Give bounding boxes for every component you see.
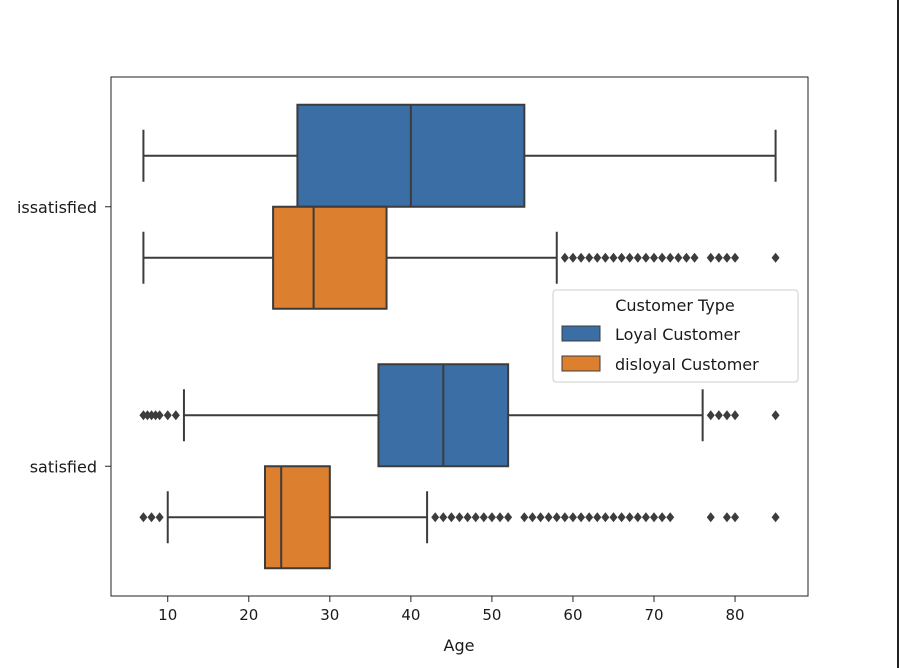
outlier-point (771, 512, 780, 523)
box-disloyal-customer-satisfied (139, 465, 780, 570)
outlier-point (151, 410, 160, 421)
iqr-box (272, 205, 388, 310)
outlier-point (439, 512, 448, 523)
x-tick-label: 10 (158, 606, 177, 624)
x-tick-label: 20 (239, 606, 258, 624)
legend-entry-disloyal: disloyal Customer (615, 355, 759, 374)
outlier-point (447, 512, 456, 523)
outlier-point (666, 512, 675, 523)
outlier-point (650, 512, 659, 523)
x-tick-label: 60 (563, 606, 582, 624)
outlier-point (682, 252, 691, 263)
outlier-point (633, 512, 642, 523)
outlier-point (714, 252, 723, 263)
outlier-point (771, 252, 780, 263)
outlier-point (139, 410, 148, 421)
outlier-point (147, 512, 156, 523)
outlier-point (455, 512, 464, 523)
legend-frame (552, 289, 799, 383)
outlier-point (722, 512, 731, 523)
y-tick-label: satisfied (30, 457, 97, 476)
x-tick-label: 70 (644, 606, 663, 624)
outlier-point (544, 512, 553, 523)
x-axis: 10 20 30 40 50 60 70 80 (158, 596, 745, 624)
outlier-point (658, 252, 667, 263)
box-disloyal-customer-dissatisfied (142, 205, 780, 310)
outlier-point (504, 512, 513, 523)
outlier-point (568, 252, 577, 263)
outlier-point (568, 512, 577, 523)
outlier-point (641, 252, 650, 263)
outlier-point (674, 252, 683, 263)
outlier-point (585, 512, 594, 523)
outlier-point (690, 252, 699, 263)
outlier-point (471, 512, 480, 523)
outlier-point (593, 512, 602, 523)
outlier-point (617, 512, 626, 523)
outlier-point (641, 512, 650, 523)
outlier-point (593, 252, 602, 263)
outlier-point (625, 512, 634, 523)
outlier-point (536, 512, 545, 523)
box-loyal-customer-dissatisfied (142, 103, 777, 208)
outlier-point (601, 252, 610, 263)
outlier-point (155, 410, 164, 421)
outlier-point (601, 512, 610, 523)
legend: Customer Type Loyal Customer disloyal Cu… (552, 289, 799, 383)
outlier-point (552, 512, 561, 523)
outlier-point (463, 512, 472, 523)
outlier-point (528, 512, 537, 523)
outlier-point (658, 512, 667, 523)
outlier-point (617, 252, 626, 263)
legend-entry-loyal: Loyal Customer (615, 325, 740, 344)
outlier-point (714, 410, 723, 421)
window-edge-divider (897, 0, 899, 668)
outlier-point (771, 410, 780, 421)
legend-swatch-disloyal (561, 355, 601, 372)
outlier-point (706, 512, 715, 523)
outlier-point (633, 252, 642, 263)
outlier-point (139, 512, 148, 523)
outlier-point (731, 410, 740, 421)
outlier-point (520, 512, 529, 523)
box-loyal-customer-satisfied (139, 363, 780, 468)
outlier-point (609, 512, 618, 523)
x-tick-label: 80 (726, 606, 745, 624)
outlier-point (585, 252, 594, 263)
x-tick-label: 40 (401, 606, 420, 624)
outlier-point (163, 410, 172, 421)
outlier-point (706, 410, 715, 421)
outlier-point (706, 252, 715, 263)
legend-swatch-loyal (561, 325, 601, 342)
outlier-point (577, 512, 586, 523)
outlier-point (487, 512, 496, 523)
outlier-point (731, 512, 740, 523)
x-tick-label: 30 (320, 606, 339, 624)
outlier-point (625, 252, 634, 263)
outlier-point (147, 410, 156, 421)
outlier-point (722, 410, 731, 421)
y-tick-label: issatisfied (17, 198, 97, 217)
legend-title: Customer Type (615, 296, 735, 315)
outlier-point (650, 252, 659, 263)
iqr-box (263, 465, 331, 570)
outlier-point (496, 512, 505, 523)
outlier-point (609, 252, 618, 263)
outlier-point (577, 252, 586, 263)
outlier-point (560, 252, 569, 263)
x-tick-label: 50 (482, 606, 501, 624)
outlier-point (666, 252, 675, 263)
outlier-point (560, 512, 569, 523)
outlier-point (722, 252, 731, 263)
outlier-point (143, 410, 152, 421)
outlier-point (155, 512, 164, 523)
boxes-layer (139, 103, 780, 570)
outlier-point (431, 512, 440, 523)
y-axis: issatisfied satisfied (17, 198, 111, 476)
outlier-point (731, 252, 740, 263)
x-axis-label: Age (444, 636, 475, 655)
outlier-point (479, 512, 488, 523)
outlier-point (171, 410, 180, 421)
